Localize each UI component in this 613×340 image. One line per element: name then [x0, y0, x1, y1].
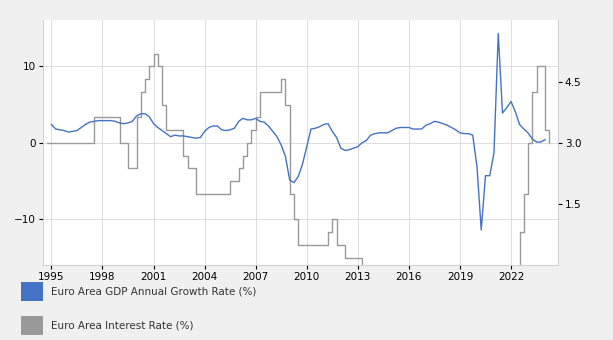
- Text: Euro Area Interest Rate (%): Euro Area Interest Rate (%): [50, 320, 193, 330]
- Text: Euro Area GDP Annual Growth Rate (%): Euro Area GDP Annual Growth Rate (%): [50, 286, 256, 296]
- FancyBboxPatch shape: [21, 316, 44, 335]
- FancyBboxPatch shape: [21, 282, 44, 301]
